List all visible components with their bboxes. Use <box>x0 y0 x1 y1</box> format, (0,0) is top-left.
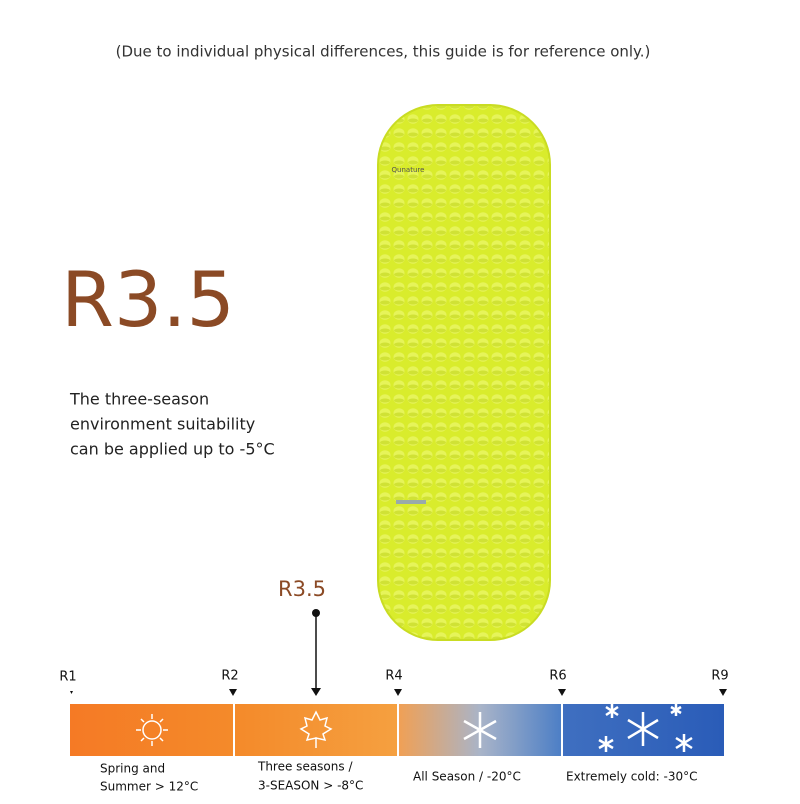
mat <box>377 104 551 641</box>
reference-note: (Due to individual physical differences,… <box>116 43 651 61</box>
segment-caption: Extremely cold: -30°C <box>566 770 698 784</box>
segment-caption: Three seasons / <box>257 760 353 774</box>
marker-arrows <box>70 689 727 696</box>
segment-caption: 3-SEASON > -8°C <box>258 779 363 793</box>
pointer-arrow <box>311 688 321 696</box>
description-line: can be applied up to -5°C <box>70 440 275 459</box>
snowflake-icons <box>598 704 693 752</box>
description-line: The three-season <box>69 390 209 409</box>
segment <box>70 704 233 756</box>
scale-marker: R4 <box>385 669 402 684</box>
snowflake-icon <box>463 712 497 748</box>
sun-icon <box>136 714 168 746</box>
leaf-icon <box>299 710 333 748</box>
segment-caption: Spring and <box>100 762 165 776</box>
brand: Qunature <box>392 166 425 174</box>
rating: R3.5 <box>61 255 235 344</box>
scale-marker: R6 <box>549 669 566 684</box>
segment-caption: Summer > 12°C <box>100 780 198 794</box>
segment-caption: All Season / -20°C <box>413 770 521 784</box>
pointer-label: R3.5 <box>278 577 326 601</box>
valve <box>396 500 426 504</box>
scale-marker: R2 <box>221 669 238 684</box>
scale-marker: R1 <box>59 670 76 685</box>
scale-marker: R9 <box>711 669 728 684</box>
description-line: environment suitability <box>70 415 255 434</box>
